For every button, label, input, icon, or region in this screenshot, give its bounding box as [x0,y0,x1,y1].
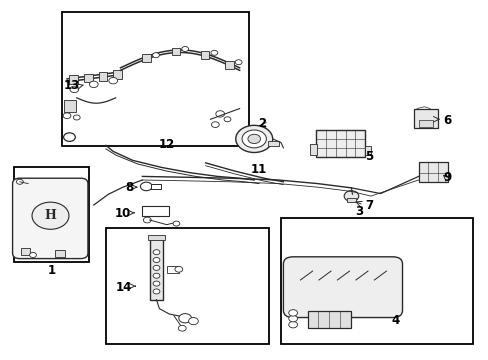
Bar [148,235,164,240]
Text: 2: 2 [258,117,266,130]
Bar [84,73,93,82]
Text: 6: 6 [442,114,450,127]
Bar [267,141,278,146]
Circle shape [153,265,160,270]
Text: 9: 9 [443,171,451,184]
Text: 4: 4 [390,314,399,327]
Circle shape [224,117,230,122]
Bar [106,228,268,344]
Bar [69,76,78,84]
Text: 5: 5 [364,150,372,163]
Circle shape [70,86,79,93]
Text: 1: 1 [47,264,56,276]
Circle shape [235,125,272,153]
Circle shape [210,50,217,55]
Circle shape [63,113,71,118]
Bar [149,239,163,300]
Circle shape [188,318,198,325]
Circle shape [153,289,160,294]
Text: 10: 10 [115,207,131,220]
Bar [62,12,249,146]
Circle shape [242,130,266,148]
Circle shape [288,315,297,322]
Circle shape [73,115,80,120]
Circle shape [173,221,180,226]
Circle shape [89,81,98,87]
Bar [309,144,317,155]
Circle shape [153,281,160,286]
Bar [307,311,351,328]
Text: 8: 8 [124,181,133,194]
Bar [365,146,370,155]
Circle shape [344,191,358,202]
Circle shape [152,53,159,58]
Text: 7: 7 [364,199,372,212]
Circle shape [179,314,191,323]
Circle shape [288,321,297,328]
FancyBboxPatch shape [283,257,402,318]
Circle shape [211,122,219,127]
Bar [142,206,169,216]
Text: 11: 11 [250,163,266,176]
Bar [142,54,151,62]
Bar [99,72,107,81]
Bar [346,198,356,202]
Circle shape [143,217,151,223]
Circle shape [178,325,186,331]
Bar [166,266,179,273]
Bar [224,61,233,69]
Text: 3: 3 [354,204,362,217]
Bar [201,51,209,59]
Text: 14: 14 [115,281,131,294]
Circle shape [63,133,75,141]
Bar [21,248,30,255]
Circle shape [32,202,69,229]
Circle shape [288,310,297,316]
Text: 12: 12 [158,139,175,152]
Circle shape [153,273,160,278]
Bar [63,100,76,112]
Circle shape [182,46,188,51]
Circle shape [30,252,36,257]
Bar [418,162,447,182]
Bar [151,184,161,189]
Bar [55,250,64,257]
Bar [171,48,180,55]
Text: 13: 13 [64,79,80,92]
Bar [281,217,472,344]
Bar [14,167,89,262]
Circle shape [235,60,242,65]
Circle shape [215,111,224,117]
Bar [316,130,365,157]
Circle shape [153,257,160,262]
Text: H: H [44,209,56,222]
Circle shape [109,77,117,84]
Bar [413,109,437,128]
Circle shape [247,134,260,144]
Circle shape [175,266,183,272]
Bar [418,120,432,127]
Circle shape [153,249,160,255]
FancyBboxPatch shape [13,178,88,258]
Circle shape [17,179,23,184]
Bar [113,69,122,78]
Circle shape [140,182,152,191]
